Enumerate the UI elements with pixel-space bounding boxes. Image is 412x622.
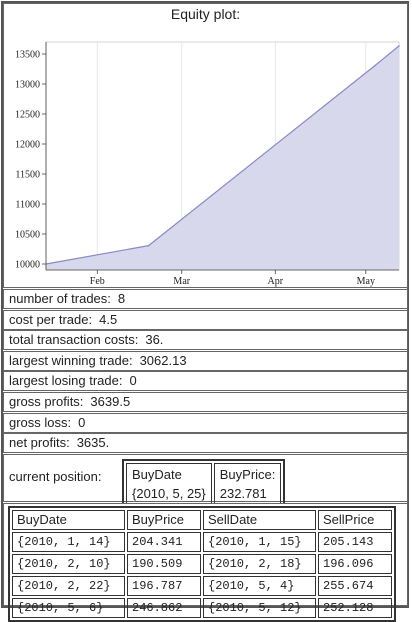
stat-value: 3635. <box>76 435 110 451</box>
table-row: {2010, 2, 10} 190.509 {2010, 2, 18} 196.096 <box>12 554 392 574</box>
y-tick-label: 12000 <box>15 140 40 151</box>
y-tick-label: 12500 <box>15 110 40 121</box>
trades-cell: 196.096 <box>318 554 392 574</box>
x-tick-label: Apr <box>268 276 284 287</box>
trades-cell: 252.128 <box>318 598 392 618</box>
trades-cell: {2010, 1, 15} <box>203 532 316 552</box>
stat-row: gross profits: 3639.5 <box>3 392 408 412</box>
y-tick-label: 11500 <box>15 170 40 181</box>
current-position-table: BuyDate {2010, 5, 25} BuyPrice: 232.781 <box>122 459 286 509</box>
position-buydate-header: BuyDate <box>132 467 182 482</box>
stat-value: 3639.5 <box>90 394 131 409</box>
equity-point <box>398 45 400 47</box>
stat-row: total transaction costs: 36. <box>3 330 408 351</box>
trades-cell: {2010, 5, 6} <box>12 598 125 618</box>
stat-row: net profits: 3635. <box>3 433 408 454</box>
current-position-row: current position: BuyDate {2010, 5, 25} … <box>3 454 408 509</box>
trades-cell: 204.341 <box>127 532 201 552</box>
stat-label: gross profits: <box>9 394 84 409</box>
stat-value: 4.5 <box>99 311 118 327</box>
trades-cell: 246.862 <box>127 598 201 618</box>
x-tick-label: Mar <box>173 276 190 287</box>
trades-header-row: BuyDate BuyPrice SellDate SellPrice <box>12 510 392 530</box>
trades-cell: {2010, 5, 4} <box>203 576 316 596</box>
stat-value: 0 <box>129 373 137 389</box>
y-tick-label: 13000 <box>15 80 40 91</box>
y-tick-label: 11000 <box>15 200 40 211</box>
position-buydate-cell: BuyDate {2010, 5, 25} <box>126 463 212 505</box>
trades-cell: {2010, 5, 12} <box>203 598 316 618</box>
position-buyprice-cell: BuyPrice: 232.781 <box>213 463 282 505</box>
current-position-label: current position: <box>9 469 102 484</box>
x-tick-label: May <box>357 276 375 287</box>
trades-cell: {2010, 2, 22} <box>12 576 125 596</box>
stat-label: number of trades: <box>9 291 111 306</box>
trades-cell: {2010, 2, 18} <box>203 554 316 574</box>
x-tick-label: Feb <box>90 276 105 287</box>
stat-row: cost per trade: 4.5 <box>3 309 408 330</box>
chart-title: Equity plot: <box>170 6 241 22</box>
equity-line <box>45 45 400 265</box>
stat-row: largest losing trade: 0 <box>3 371 408 392</box>
y-tick-label: 13500 <box>15 50 40 61</box>
stat-row: largest winning trade: 3062.13 <box>3 350 408 371</box>
report-frame <box>1 1 409 608</box>
trades-cell: {2010, 2, 10} <box>12 554 125 574</box>
trades-table: BuyDate BuyPrice SellDate SellPrice {2010, 1… <box>8 506 396 622</box>
stat-value: 0 <box>78 414 86 430</box>
trades-cell: 190.509 <box>127 554 201 574</box>
y-tick-label: 10500 <box>15 230 40 241</box>
position-buyprice-value: 232.781 <box>219 486 267 501</box>
trades-cell: {2010, 1, 14} <box>12 532 125 552</box>
equity-point <box>147 244 150 247</box>
y-tick-label: 10000 <box>15 260 40 271</box>
stat-value: 3062.13 <box>139 352 187 368</box>
trades-cell: 196.787 <box>127 576 201 596</box>
trades-row: BuyDate BuyPrice SellDate SellPrice {2010, 1… <box>3 503 408 622</box>
table-row: {2010, 5, 6} 246.862 {2010, 5, 12} 252.128 <box>12 598 392 618</box>
trades-header-cell: BuyPrice <box>127 510 201 530</box>
table-row: {2010, 1, 14} 204.341 {2010, 1, 15} 205.143 <box>12 532 392 552</box>
trades-cell: 255.674 <box>318 576 392 596</box>
trades-header-cell: SellPrice <box>318 510 392 530</box>
stat-label: net profits: <box>9 435 70 451</box>
equity-chart-panel: Equity plot: Feb Mar Apr May 10000 10500 11000… <box>3 3 408 288</box>
position-buydate-value: {2010, 5, 25} <box>132 486 206 501</box>
position-buyprice-header: BuyPrice: <box>219 467 276 482</box>
stat-row: number of trades: 8 <box>3 289 408 309</box>
stat-label: largest losing trade: <box>9 373 123 389</box>
table-row: {2010, 2, 22} 196.787 {2010, 5, 4} 255.674 <box>12 576 392 596</box>
equity-point <box>374 64 376 67</box>
stat-label: gross loss: <box>9 414 72 430</box>
trades-cell: 205.143 <box>318 532 392 552</box>
stat-label: largest winning trade: <box>9 352 133 368</box>
equity-chart: Feb Mar Apr May 10000 10500 11000 11500 12000 125… <box>15 41 400 287</box>
stat-label: cost per trade: <box>9 311 93 327</box>
stat-row: gross loss: 0 <box>3 412 408 433</box>
stat-value: 8 <box>117 291 126 306</box>
trades-header-cell: BuyDate <box>12 510 125 530</box>
equity-area <box>46 45 399 271</box>
trades-header-cell: SellDate <box>203 510 316 530</box>
stat-value: 36. <box>145 332 164 348</box>
stat-label: total transaction costs: <box>9 332 139 348</box>
